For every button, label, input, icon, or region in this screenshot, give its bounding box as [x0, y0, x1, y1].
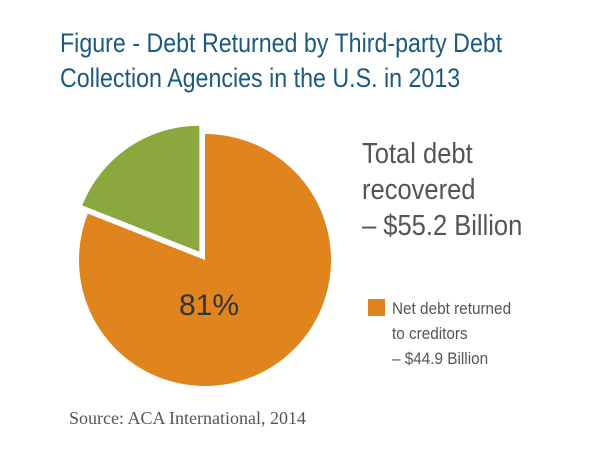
chart-title-line-2: Collection Agencies in the U.S. in 2013 [60, 63, 461, 93]
chart-title: Figure - Debt Returned by Third-party De… [60, 26, 507, 96]
legend-label-net-debt: Net debt returned to creditors – $44.9 B… [392, 296, 563, 371]
pie-slice-remainder [82, 125, 200, 252]
pie-chart: 81% [78, 125, 331, 386]
total-line-3: – $55.2 Billion [362, 210, 523, 242]
legend-line-1: Net debt returned [392, 299, 512, 318]
total-line-2: recovered [362, 174, 476, 206]
legend-line-3: – $44.9 Billion [392, 349, 489, 368]
source-note: Source: ACA International, 2014 [69, 408, 306, 428]
chart-title-line-1: Figure - Debt Returned by Third-party De… [60, 28, 503, 58]
pie-slice-net-debt [78, 134, 331, 386]
legend-line-2: to creditors [392, 324, 468, 343]
total-line-1: Total debt [362, 138, 473, 170]
pie-slice-net-debt-value-label: 81% [179, 289, 239, 322]
total-recovered-callout: Total debt recovered – $55.2 Billion [362, 136, 522, 244]
legend-swatch-net-debt [368, 299, 385, 316]
